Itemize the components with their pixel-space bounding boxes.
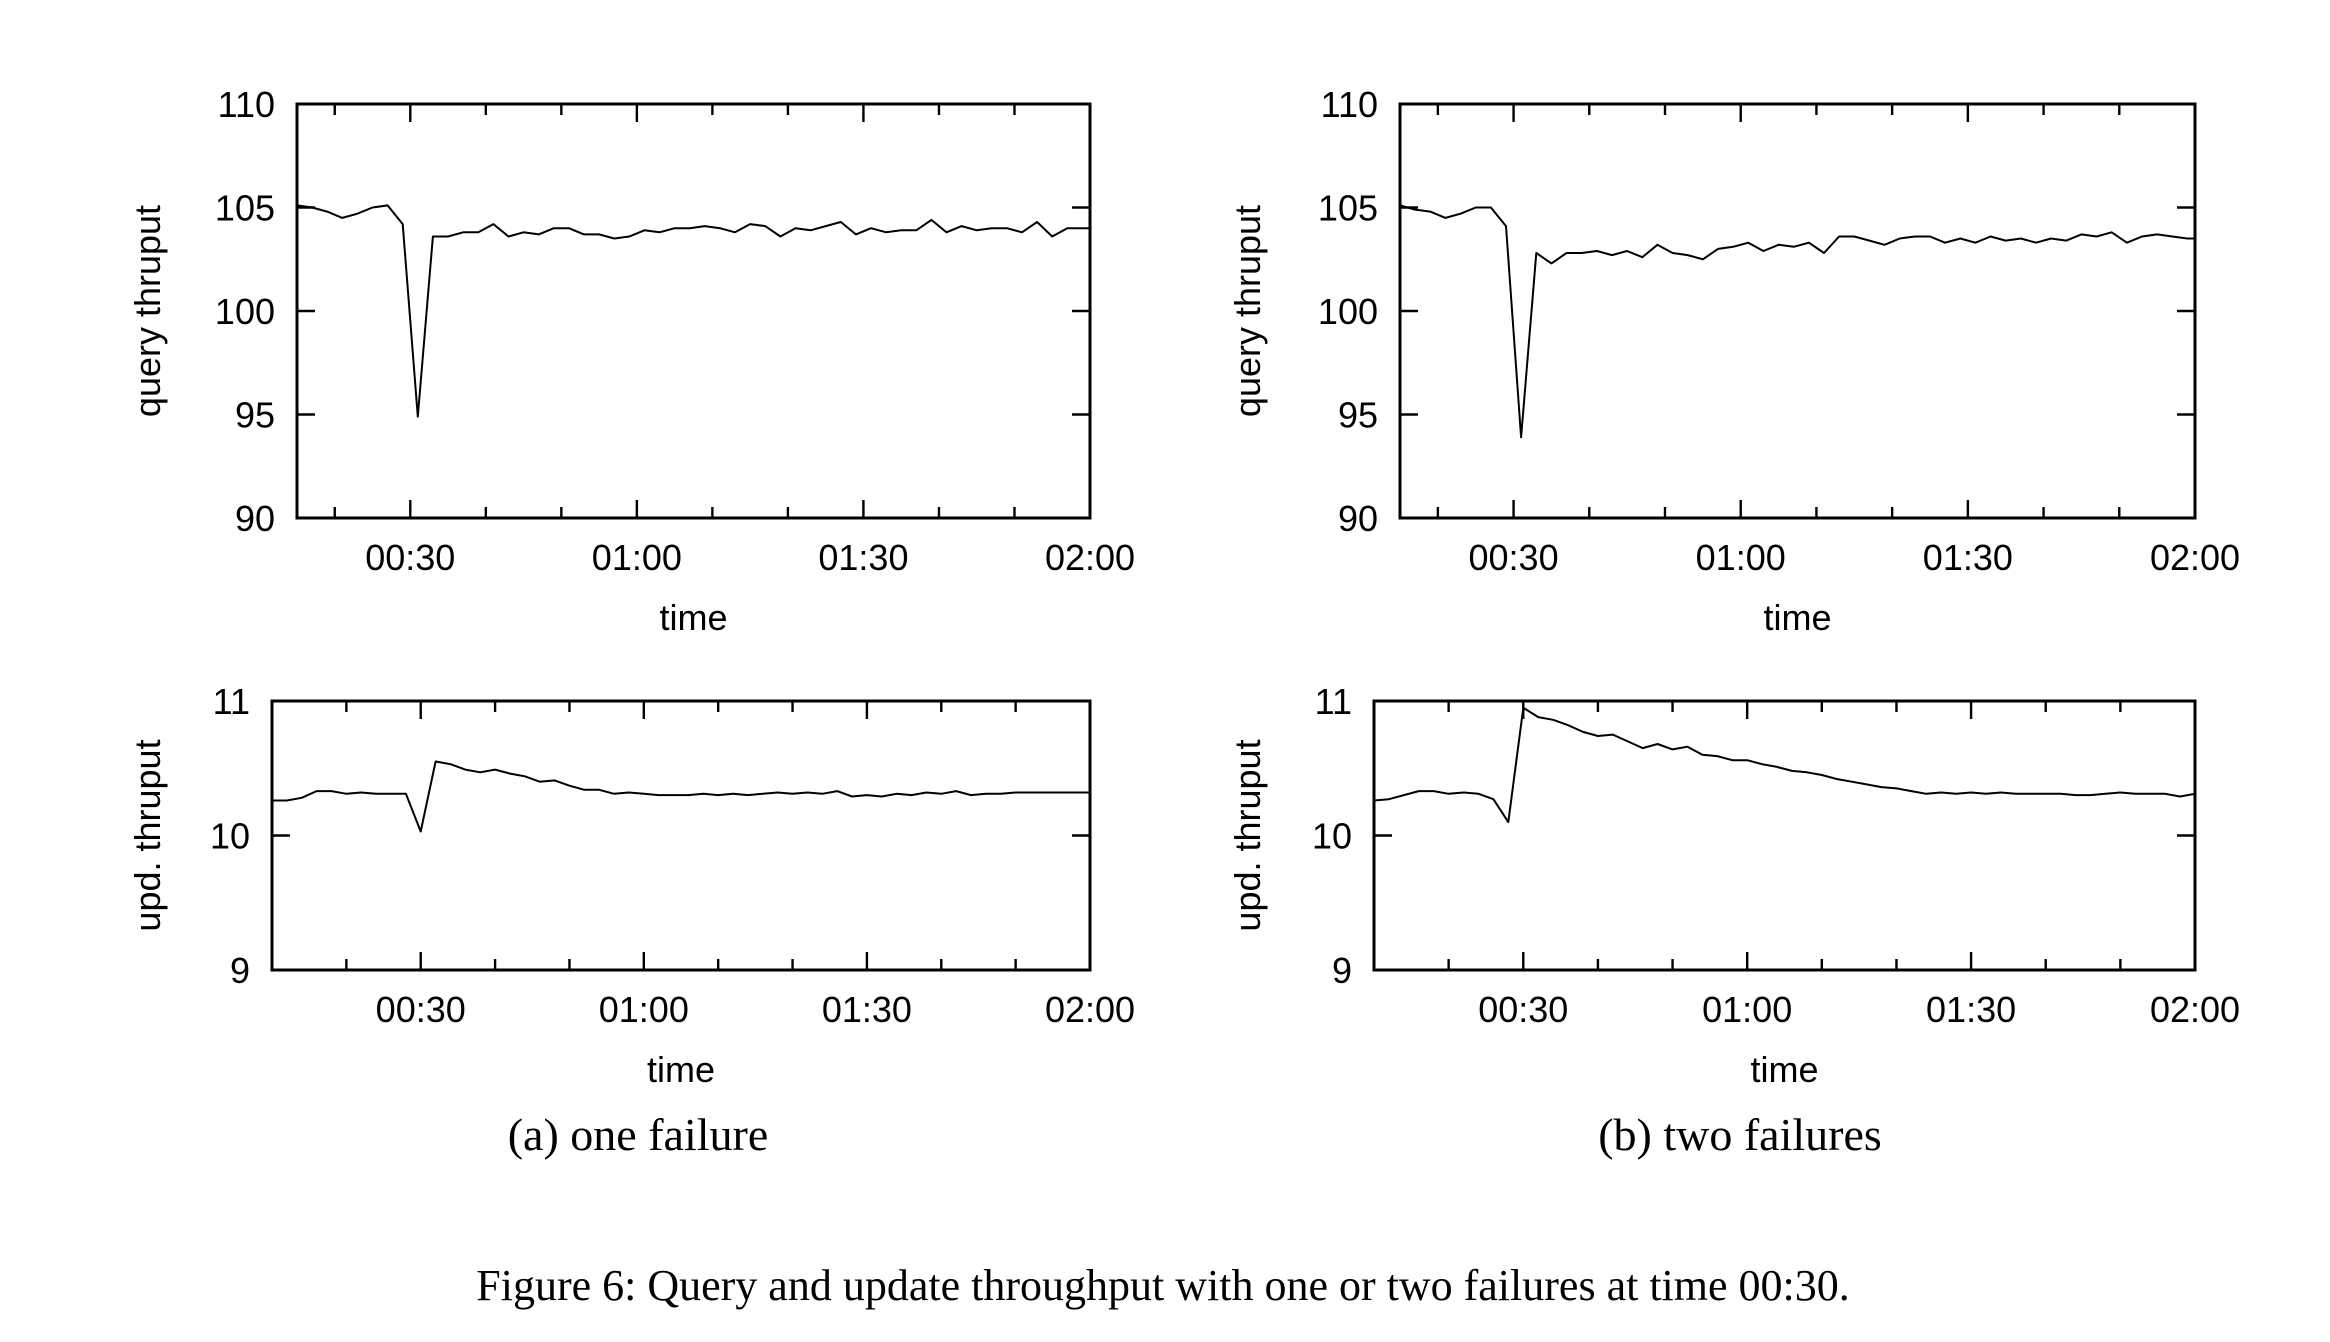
y-tick-label: 100 <box>215 291 275 332</box>
y-tick-label: 9 <box>1332 950 1352 991</box>
x-tick-label: 01:00 <box>592 537 682 578</box>
x-axis-label: time <box>1750 1049 1818 1090</box>
y-tick-label: 95 <box>1338 395 1378 436</box>
subcaption-a: (a) one failure <box>508 1109 769 1160</box>
x-tick-label: 01:30 <box>822 989 912 1030</box>
x-axis-label: time <box>659 597 727 638</box>
y-tick-label: 10 <box>210 816 250 857</box>
y-tick-label: 105 <box>215 188 275 229</box>
x-tick-label: 00:30 <box>376 989 466 1030</box>
plot-frame <box>1398 102 2197 520</box>
x-tick-label: 02:00 <box>2150 989 2240 1030</box>
chart-a-query: 90 95 100 105 110 00:30 01:00 01:30 02:00 time que… <box>127 84 1135 638</box>
x-tick-label: 01:00 <box>1696 537 1786 578</box>
y-tick-label: 9 <box>230 950 250 991</box>
series-line <box>272 760 1090 833</box>
x-tick-label: 00:30 <box>365 537 455 578</box>
x-tick-label: 00:30 <box>1478 989 1568 1030</box>
x-axis-label: time <box>647 1049 715 1090</box>
series-line <box>1373 706 2196 824</box>
plot-frame <box>295 102 1092 520</box>
x-tick-label: 02:00 <box>1045 537 1135 578</box>
series-line <box>296 204 1090 418</box>
chart-b-query: 90 95 100 105 110 00:30 01:00 01:30 02:00 time que… <box>1227 84 2240 638</box>
y-axis-label: query thruput <box>127 205 168 417</box>
y-tick-label: 110 <box>218 84 275 125</box>
x-tick-label: 01:00 <box>1702 989 1792 1030</box>
chart-a-update: 9 10 11 00:30 01:00 01:30 02:00 time upd. thrupu… <box>127 681 1135 1090</box>
y-tick-label: 105 <box>1318 188 1378 229</box>
chart-b-update: 9 10 11 00:30 01:00 01:30 02:00 time upd. thrupu… <box>1227 681 2240 1090</box>
x-tick-label: 01:30 <box>1923 537 2013 578</box>
x-tick-label: 01:00 <box>599 989 689 1030</box>
x-tick-label: 02:00 <box>1045 989 1135 1030</box>
x-tick-label: 01:30 <box>818 537 908 578</box>
figure-caption: Figure 6: Query and update throughput wi… <box>476 1261 1850 1310</box>
plot-frame <box>1372 699 2197 972</box>
y-tick-label: 95 <box>235 395 275 436</box>
x-tick-label: 02:00 <box>2150 537 2240 578</box>
series-line <box>1399 204 2195 439</box>
y-axis-label: query thruput <box>1227 205 1268 417</box>
x-tick-label: 01:30 <box>1926 989 2016 1030</box>
plot-frame <box>270 699 1092 972</box>
subcaption-b: (b) two failures <box>1598 1109 1882 1160</box>
y-tick-label: 100 <box>1318 291 1378 332</box>
y-tick-label: 90 <box>1338 498 1378 539</box>
y-axis-label: upd. thruput <box>1227 739 1268 931</box>
y-tick-label: 10 <box>1312 816 1352 857</box>
y-tick-label: 11 <box>213 681 250 722</box>
y-axis-label: upd. thruput <box>127 739 168 931</box>
y-tick-label: 110 <box>1321 84 1378 125</box>
x-axis-label: time <box>1763 597 1831 638</box>
y-tick-label: 11 <box>1315 681 1352 722</box>
x-tick-label: 00:30 <box>1469 537 1559 578</box>
y-tick-label: 90 <box>235 498 275 539</box>
